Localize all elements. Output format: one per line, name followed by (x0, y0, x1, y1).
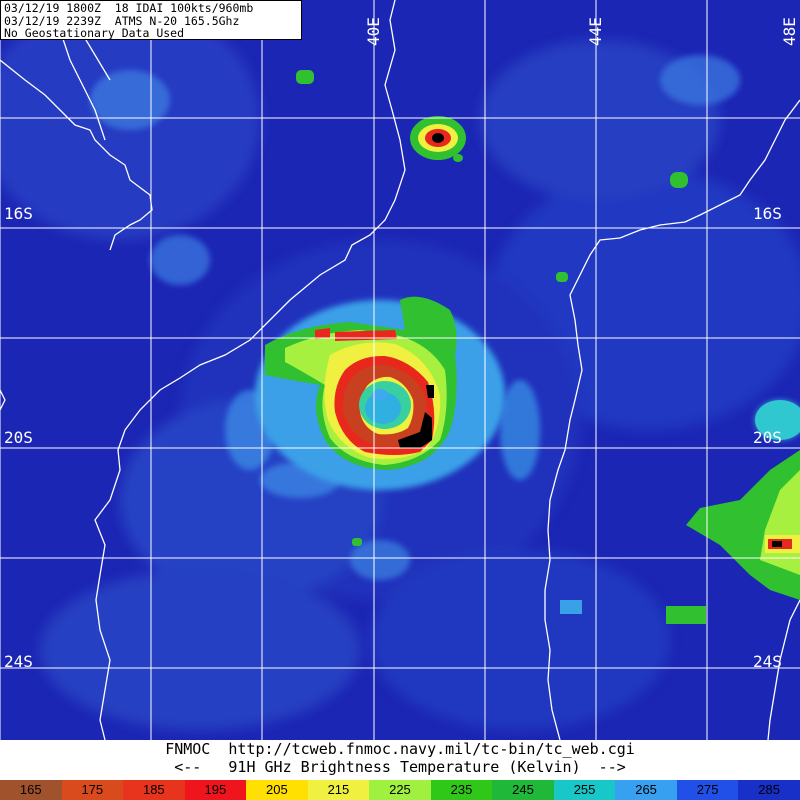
colorbar-segment: 195 (184, 780, 247, 800)
small-convective-cells (296, 70, 706, 624)
lat-lon-grid (0, 0, 800, 740)
footer: FNMOC http://tcweb.fnmoc.navy.mil/tc-bin… (0, 740, 800, 780)
colorbar-segment: 205 (246, 780, 308, 800)
lat-label-24s-right: 24S (753, 652, 782, 671)
colorbar-segment: 235 (430, 780, 493, 800)
colorbar-segment: 185 (123, 780, 185, 800)
lat-label-24s-left: 24S (4, 652, 33, 671)
lon-label-44e: 44E (586, 17, 605, 46)
cyclone-idai (255, 296, 505, 490)
colorbar-segment: 285 (738, 780, 800, 800)
lat-label-20s-left: 20S (4, 428, 33, 447)
header-line-1: 03/12/19 1800Z 18 IDAI 100kts/960mb (4, 1, 254, 15)
map-canvas (0, 0, 800, 740)
legend-title: <-- 91H GHz Brightness Temperature (Kelv… (174, 758, 626, 776)
lon-label-48e: 48E (780, 17, 799, 46)
source-url-text: FNMOC http://tcweb.fnmoc.navy.mil/tc-bin… (165, 740, 635, 758)
lat-label-20s-right: 20S (753, 428, 782, 447)
header-line-3: No Geostationary Data Used (4, 26, 185, 40)
colorbar-segment: 175 (61, 780, 124, 800)
colorbar-segment: 215 (307, 780, 370, 800)
microwave-imagery-map: 40E 44E 48E 16S 16S 20S 20S 24S 24S 03/1… (0, 0, 800, 740)
colorbar-segment: 225 (369, 780, 431, 800)
colorbar-segment: 165 (0, 780, 62, 800)
lat-label-16s-right: 16S (753, 204, 782, 223)
header-info-box: 03/12/19 1800Z 18 IDAI 100kts/960mb 03/1… (0, 0, 302, 40)
colorbar-segment: 275 (676, 780, 739, 800)
convective-band-east (686, 400, 800, 600)
lon-label-40e: 40E (364, 17, 383, 46)
colorbar-segment: 255 (553, 780, 616, 800)
colorbar-segment: 245 (492, 780, 554, 800)
temperature-colorbar: 165 175 185 195 205 215 225 235 245 255 265 275 285 (0, 780, 800, 800)
header-line-2: 03/12/19 2239Z ATMS N-20 165.5Ghz (4, 13, 240, 28)
lat-label-16s-left: 16S (4, 204, 33, 223)
convective-cell-north (410, 116, 466, 162)
colorbar-segment: 265 (615, 780, 677, 800)
